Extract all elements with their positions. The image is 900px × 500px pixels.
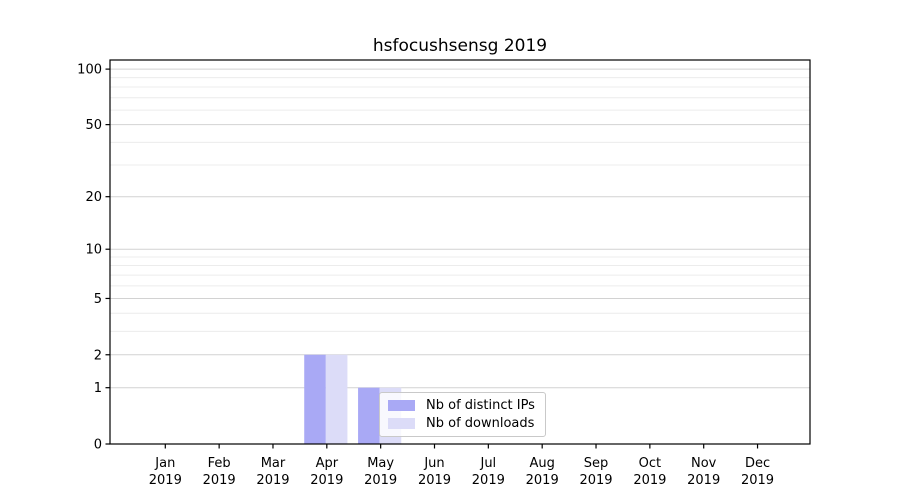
bar-nb-of-distinct-ips-apr: [304, 354, 326, 444]
y-tick-label: 20: [85, 190, 102, 205]
x-tick-label-month: Jul: [479, 456, 496, 471]
axes-spines: [109, 59, 811, 445]
x-tick-label-year: 2019: [472, 473, 505, 488]
x-tick-label-year: 2019: [149, 473, 182, 488]
y-tick-label: 2: [94, 348, 102, 363]
bar-nb-of-distinct-ips-may: [358, 387, 380, 444]
x-tick-label-month: May: [367, 456, 394, 471]
x-tick-label-month: Oct: [639, 456, 661, 471]
legend: Nb of distinct IPs Nb of downloads: [379, 392, 546, 437]
x-tick-label-month: Apr: [316, 456, 339, 471]
y-tick-label: 10: [85, 243, 102, 258]
legend-swatch-downloads: [388, 417, 415, 429]
x-tick-label-month: Jun: [423, 456, 444, 471]
y-tick-label: 1: [94, 381, 102, 396]
legend-entry: Nb of distinct IPs: [388, 398, 537, 413]
x-tick-label-month: Dec: [745, 456, 770, 471]
bar-nb-of-downloads-apr: [325, 354, 348, 444]
x-tick-label-year: 2019: [633, 473, 666, 488]
y-tick-label: 50: [85, 118, 102, 133]
x-tick-label-month: Sep: [584, 456, 609, 471]
x-tick-label-year: 2019: [256, 473, 289, 488]
legend-entry: Nb of downloads: [388, 416, 537, 431]
x-tick-label-year: 2019: [203, 473, 236, 488]
x-tick-label-year: 2019: [579, 473, 612, 488]
x-tick-label-month: Nov: [691, 456, 717, 471]
x-tick-label-month: Jan: [154, 456, 175, 471]
y-tick-label: 0: [94, 438, 102, 453]
x-tick-label-year: 2019: [741, 473, 774, 488]
x-tick-label-year: 2019: [310, 473, 343, 488]
y-tick-label: 5: [94, 292, 102, 307]
x-tick-label-month: Mar: [261, 456, 286, 471]
legend-swatch-distinct-ips: [388, 400, 415, 412]
x-tick-label-month: Feb: [208, 456, 231, 471]
x-tick-label-month: Aug: [529, 456, 554, 471]
x-tick-label-year: 2019: [418, 473, 451, 488]
x-tick-label-year: 2019: [364, 473, 397, 488]
legend-label-downloads: Nb of downloads: [426, 415, 535, 431]
legend-label-distinct-ips: Nb of distinct IPs: [426, 398, 535, 414]
chart-title: hsfocushsensg 2019: [372, 36, 548, 56]
x-tick-label-year: 2019: [526, 473, 559, 488]
x-tick-label-year: 2019: [687, 473, 720, 488]
y-tick-label: 100: [77, 63, 102, 78]
